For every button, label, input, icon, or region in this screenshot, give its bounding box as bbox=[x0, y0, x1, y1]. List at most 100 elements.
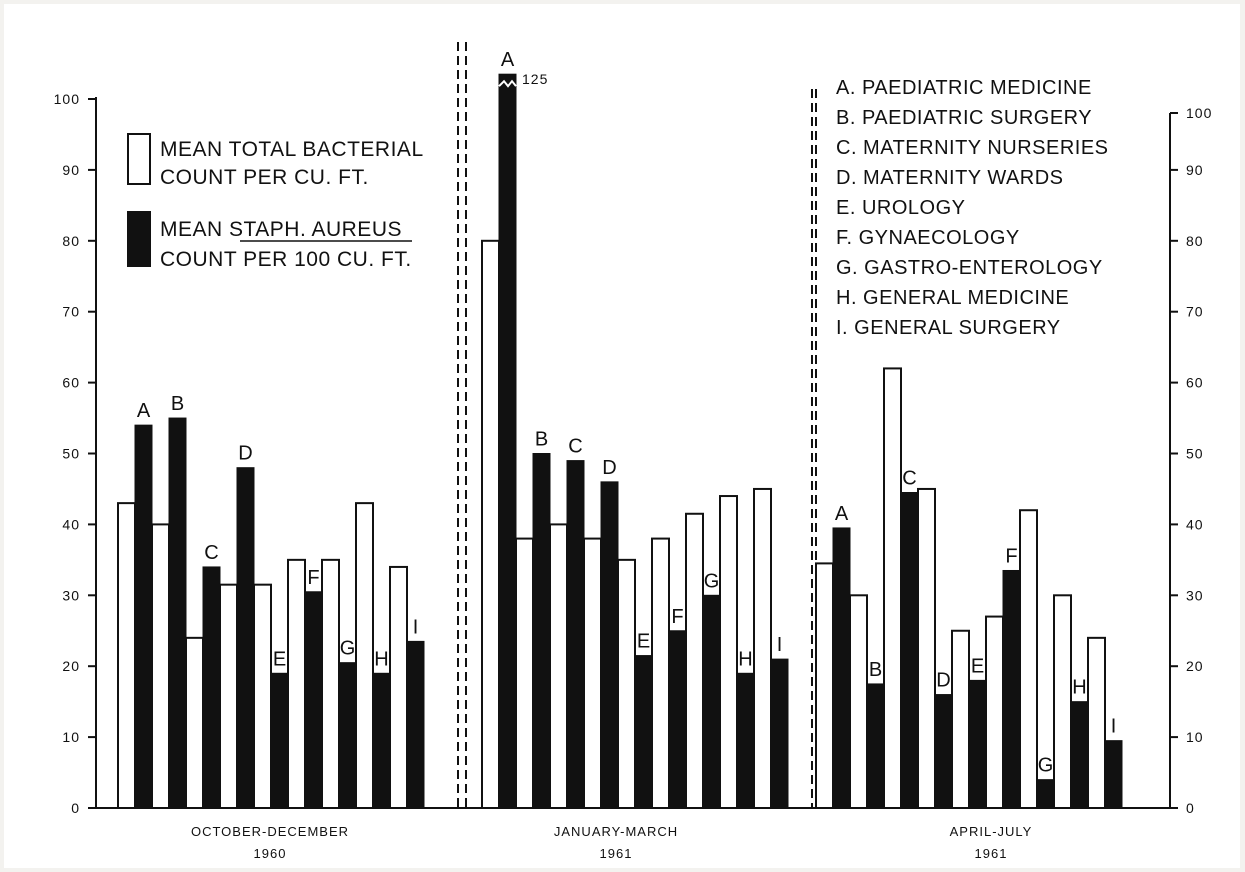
bar-category-label: I bbox=[1111, 716, 1117, 738]
bar-category-label: H bbox=[1072, 677, 1086, 699]
total-count-bar bbox=[583, 537, 602, 810]
staph-count-bar bbox=[600, 481, 619, 809]
total-count-bar bbox=[321, 558, 340, 809]
bar-category-label: B bbox=[535, 429, 548, 451]
legend-swatch-staph bbox=[127, 211, 151, 267]
y-tick-label-right: 100 bbox=[1186, 105, 1212, 121]
period-label-year: 1961 bbox=[600, 846, 633, 861]
bar-category-label: B bbox=[869, 659, 882, 681]
period-labels: OCTOBER-DECEMBER 1960 JANUARY-MARCH 1961 APR… bbox=[191, 824, 1031, 861]
legend-staph-line2: COUNT PER 100 CU. FT. bbox=[160, 248, 412, 271]
staph-count-bar bbox=[1002, 569, 1021, 809]
staph-count-bar bbox=[270, 672, 289, 809]
bar-category-label: F bbox=[671, 606, 683, 628]
total-count-bar bbox=[389, 565, 408, 809]
bar-category-label: C bbox=[902, 467, 916, 489]
legend-staph-line1: MEAN STAPH. AUREUS bbox=[160, 218, 402, 241]
period-label-name: JANUARY-MARCH bbox=[554, 824, 678, 839]
bar-category-label: B bbox=[171, 393, 184, 415]
bar-break-mark bbox=[498, 79, 517, 88]
y-tick-label-right: 20 bbox=[1186, 658, 1204, 674]
y-tick-label-left: 60 bbox=[62, 375, 80, 391]
category-key-entry: C. MATERNITY NURSERIES bbox=[836, 137, 1109, 159]
staph-count-bar bbox=[634, 655, 653, 809]
staph-count-bar bbox=[1036, 779, 1055, 809]
y-tick-label-left: 10 bbox=[62, 729, 80, 745]
staph-count-bar bbox=[236, 467, 255, 809]
total-count-bar bbox=[1053, 594, 1072, 809]
bar-category-label: F bbox=[1005, 545, 1017, 567]
bar-category-label: E bbox=[637, 631, 650, 653]
bar-category-label: F bbox=[307, 567, 319, 589]
staph-count-bar bbox=[372, 672, 391, 809]
staph-count-bar bbox=[498, 73, 517, 809]
y-tick-label-left: 40 bbox=[62, 516, 80, 532]
category-key-entry: F. GYNAECOLOGY bbox=[836, 227, 1020, 249]
total-count-bar bbox=[287, 558, 306, 809]
total-count-bar bbox=[117, 502, 136, 809]
period-label-year: 1961 bbox=[975, 846, 1008, 861]
y-tick-label-right: 90 bbox=[1186, 162, 1204, 178]
staph-count-bar bbox=[406, 640, 425, 809]
staph-count-bar bbox=[532, 453, 551, 809]
staph-count-bar bbox=[338, 662, 357, 809]
total-count-bar bbox=[685, 512, 704, 809]
bar-category-label: E bbox=[971, 655, 984, 677]
staph-count-bar bbox=[736, 672, 755, 809]
bar-category-label: G bbox=[1038, 755, 1054, 777]
total-count-bar bbox=[753, 487, 772, 809]
y-tick-label-right: 0 bbox=[1186, 800, 1195, 816]
staph-count-bar bbox=[1070, 701, 1089, 809]
legend-swatch-total bbox=[127, 133, 151, 185]
total-count-bar bbox=[1019, 509, 1038, 809]
y-tick-label-right: 50 bbox=[1186, 446, 1204, 462]
total-count-bar bbox=[219, 583, 238, 809]
category-key-entry: I. GENERAL SURGERY bbox=[836, 317, 1061, 339]
total-count-bar bbox=[849, 594, 868, 809]
period-separators bbox=[457, 42, 817, 808]
bar-category-label: I bbox=[413, 616, 419, 638]
category-key: A. PAEDIATRIC MEDICINE B. PAEDIATRIC SURG… bbox=[836, 77, 1109, 339]
bar-category-label: H bbox=[374, 648, 388, 670]
y-tick-label-right: 30 bbox=[1186, 587, 1204, 603]
staph-count-bar bbox=[866, 683, 885, 809]
total-count-bar bbox=[151, 523, 170, 810]
total-count-bar bbox=[719, 495, 738, 809]
staph-count-bar bbox=[134, 424, 153, 809]
staph-count-bar bbox=[702, 594, 721, 809]
total-count-bar bbox=[355, 502, 374, 809]
category-key-entry: D. MATERNITY WARDS bbox=[836, 167, 1064, 189]
staph-count-bar bbox=[304, 591, 323, 809]
y-tick-label-right: 80 bbox=[1186, 233, 1204, 249]
staph-count-bar bbox=[770, 658, 789, 809]
total-count-bar bbox=[617, 558, 636, 809]
y-tick-label-left: 80 bbox=[62, 233, 80, 249]
y-tick-label-left: 100 bbox=[54, 91, 80, 107]
total-count-bar bbox=[951, 629, 970, 809]
category-key-entry: H. GENERAL MEDICINE bbox=[836, 287, 1069, 309]
total-count-bar bbox=[651, 537, 670, 810]
staph-count-bar bbox=[202, 566, 221, 809]
total-count-bar bbox=[1087, 636, 1106, 810]
total-count-bar bbox=[515, 537, 534, 810]
legend-total-line1: MEAN TOTAL BACTERIAL bbox=[160, 138, 424, 161]
total-count-bar bbox=[549, 523, 568, 810]
chart-figure: 0 0 10 10 20 20 30 30 40 40 50 50 60 60 70 70 80 80 90 90 10… bbox=[4, 4, 1240, 868]
bar-category-label: D bbox=[936, 670, 950, 692]
total-count-bar bbox=[883, 367, 902, 809]
legend: MEAN TOTAL BACTERIAL COUNT PER CU. FT. MEA… bbox=[127, 133, 424, 271]
bar-category-label: C bbox=[568, 436, 582, 458]
y-tick-label-left: 50 bbox=[62, 446, 80, 462]
legend-total-line2: COUNT PER CU. FT. bbox=[160, 166, 369, 189]
bar-category-label: G bbox=[704, 570, 720, 592]
y-tick-label-right: 60 bbox=[1186, 375, 1204, 391]
staph-count-bar bbox=[900, 491, 919, 809]
category-key-entry: A. PAEDIATRIC MEDICINE bbox=[836, 77, 1092, 99]
y-tick-label-left: 70 bbox=[62, 304, 80, 320]
category-key-entry: E. UROLOGY bbox=[836, 197, 965, 219]
bar-category-label: D bbox=[238, 443, 252, 465]
staph-count-bar bbox=[668, 630, 687, 809]
total-count-bar bbox=[481, 239, 500, 810]
y-tick-label-left: 0 bbox=[71, 800, 80, 816]
